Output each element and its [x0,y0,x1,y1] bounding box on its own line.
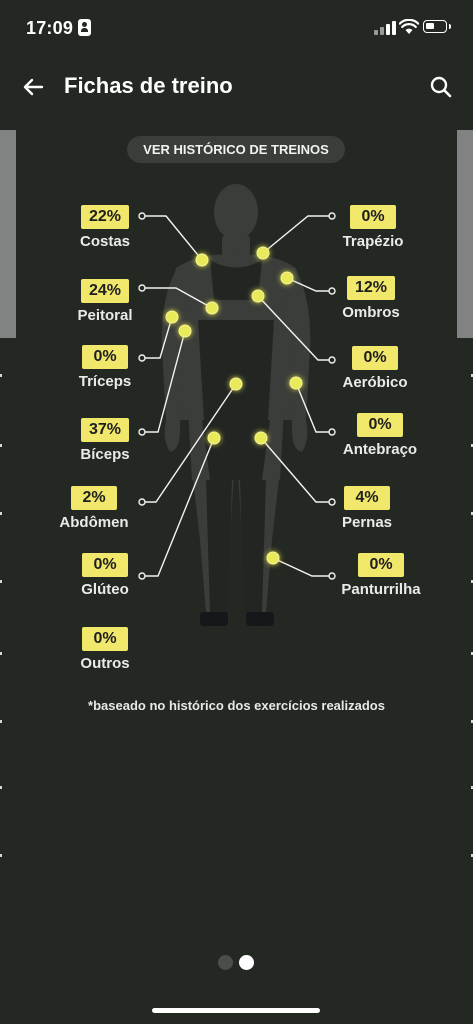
percent-badge: 0% [352,346,398,370]
muscle-label: Trapézio [342,233,404,250]
page-indicator [218,955,258,971]
muscle-outros[interactable]: 0% Outros [50,627,160,672]
page-dot-1[interactable] [218,955,233,970]
percent-badge: 12% [346,276,396,300]
muscle-label: Peitoral [77,307,133,324]
muscle-label: Panturrilha [341,581,421,598]
muscle-costas[interactable]: 22% Costas [50,205,160,250]
muscle-ombros[interactable]: 12% Ombros [316,276,426,321]
percent-badge: 0% [82,553,128,577]
muscle-aerobico[interactable]: 0% Aeróbico [320,346,430,391]
percent-badge: 4% [344,486,390,510]
muscle-antebraco[interactable]: 0% Antebraço [325,413,435,458]
next-card-peek [457,130,473,338]
muscle-label: Glúteo [81,581,129,598]
muscle-label: Costas [79,233,131,250]
page-title: Fichas de treino [64,73,233,98]
cellular-signal-icon [374,21,396,35]
percent-badge: 0% [357,413,403,437]
muscle-triceps[interactable]: 0% Tríceps [50,345,160,390]
percent-badge: 37% [80,418,130,442]
search-icon [430,76,452,98]
muscle-gluteo[interactable]: 0% Glúteo [50,553,160,598]
search-button[interactable] [426,72,456,102]
muscle-label: Antebraço [342,441,418,458]
page-dot-2[interactable] [239,955,254,970]
muscle-label: Pernas [341,514,393,531]
home-indicator[interactable] [152,1008,320,1013]
percent-badge: 0% [82,627,128,651]
footnote: *baseado no histórico dos exercícios rea… [88,698,385,713]
status-time: 17:09 [26,18,74,38]
app-header: Fichas de treino [0,62,473,112]
percent-badge: 0% [350,205,396,229]
percent-badge: 0% [358,553,404,577]
muscle-biceps[interactable]: 37% Bíceps [50,418,160,463]
muscle-label: Abdômen [59,514,129,531]
status-bar: 17:09 [0,0,473,56]
contact-card-icon [78,19,91,36]
battery-icon [423,20,451,33]
percent-badge: 0% [82,345,128,369]
previous-card-peek [0,130,16,338]
muscle-pernas[interactable]: 4% Pernas [312,486,422,531]
wifi-icon [399,19,419,34]
view-history-button[interactable]: VER HISTÓRICO DE TREINOS [127,136,345,163]
muscle-label: Aeróbico [342,374,408,391]
muscle-abdomen[interactable]: 2% Abdômen [39,486,149,531]
muscle-label: Outros [80,655,130,672]
percent-badge: 22% [80,205,130,229]
percent-badge: 24% [80,279,130,303]
percent-badge: 2% [71,486,117,510]
arrow-left-icon [23,78,44,96]
back-button[interactable] [18,72,48,102]
muscle-peitoral[interactable]: 24% Peitoral [50,279,160,324]
muscle-label: Bíceps [80,446,130,463]
muscle-trapezio[interactable]: 0% Trapézio [318,205,428,250]
muscle-panturrilha[interactable]: 0% Panturrilha [326,553,436,598]
muscle-label: Tríceps [78,373,132,390]
muscle-label: Ombros [342,304,400,321]
